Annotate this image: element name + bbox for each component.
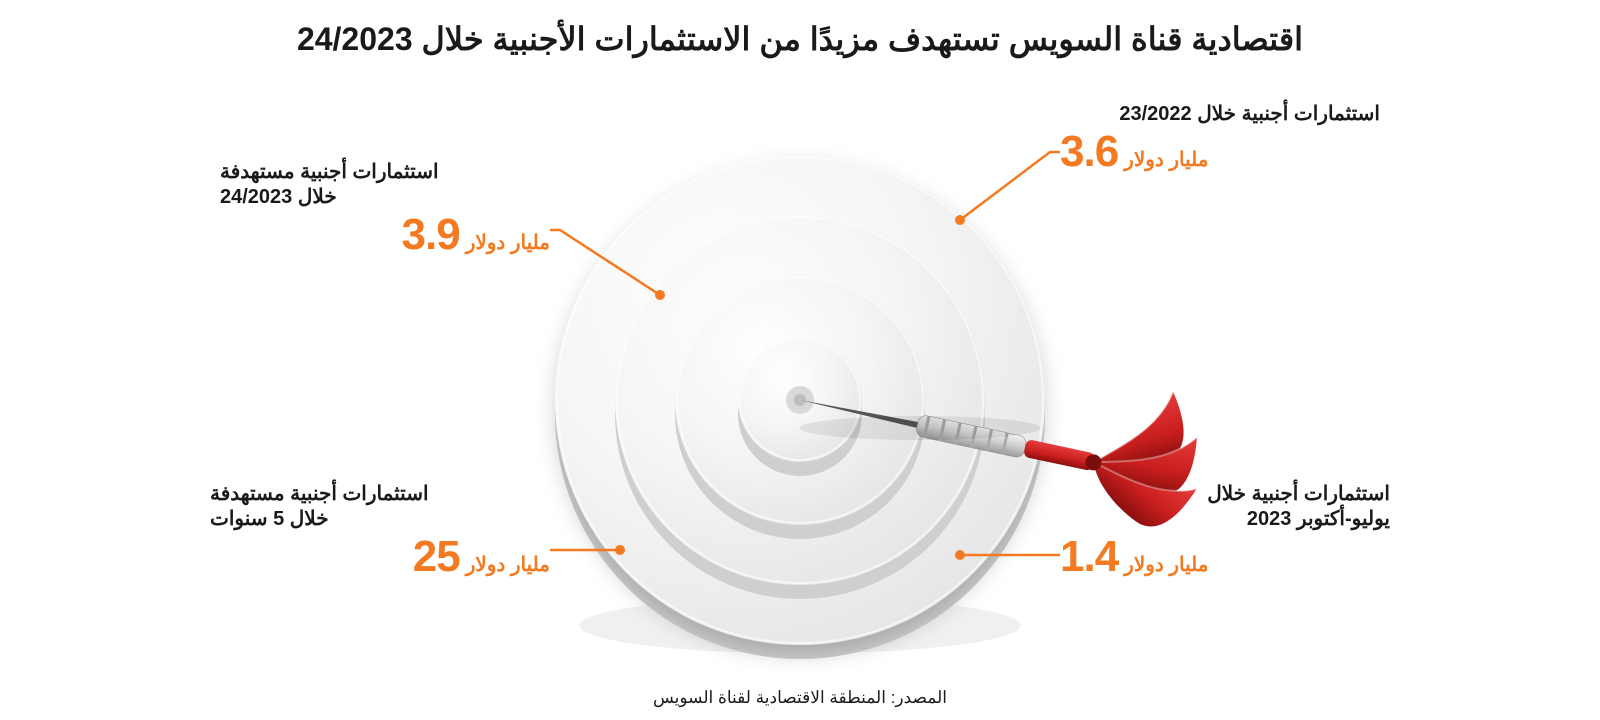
callout-tl-unit: مليار دولار bbox=[466, 230, 550, 255]
callout-bl-unit: مليار دولار bbox=[466, 552, 550, 577]
callout-tl: استثمارات أجنبية مستهدفة خلال 24/2023 3.… bbox=[220, 160, 550, 260]
callout-tr-label: استثمارات أجنبية خلال 23/2022 bbox=[1060, 102, 1380, 127]
callout-br: استثمارات أجنبية خلال يوليو-أكتوبر 2023 … bbox=[1060, 482, 1390, 582]
callout-tr: استثمارات أجنبية خلال 23/2022 3.6 مليار … bbox=[1060, 102, 1380, 177]
infographic-stage: استثمارات أجنبية خلال 23/2022 3.6 مليار … bbox=[0, 80, 1600, 680]
callout-br-unit: مليار دولار bbox=[1124, 552, 1208, 577]
callout-tl-label: استثمارات أجنبية مستهدفة خلال 24/2023 bbox=[220, 160, 550, 210]
callout-tr-unit: مليار دولار bbox=[1124, 147, 1208, 172]
callout-br-label: استثمارات أجنبية خلال يوليو-أكتوبر 2023 bbox=[1060, 482, 1390, 532]
callout-tl-value: 3.9 bbox=[402, 210, 460, 260]
callout-br-value: 1.4 bbox=[1060, 532, 1118, 582]
page-title: اقتصادية قناة السويس تستهدف مزيدًا من ال… bbox=[0, 20, 1600, 58]
callout-tr-value: 3.6 bbox=[1060, 127, 1118, 177]
callout-bl: استثمارات أجنبية مستهدفة خلال 5 سنوات 25… bbox=[210, 482, 550, 582]
callout-bl-label: استثمارات أجنبية مستهدفة خلال 5 سنوات bbox=[210, 482, 550, 532]
source-line: المصدر: المنطقة الاقتصادية لقناة السويس bbox=[0, 688, 1600, 708]
callout-bl-value: 25 bbox=[413, 532, 460, 582]
